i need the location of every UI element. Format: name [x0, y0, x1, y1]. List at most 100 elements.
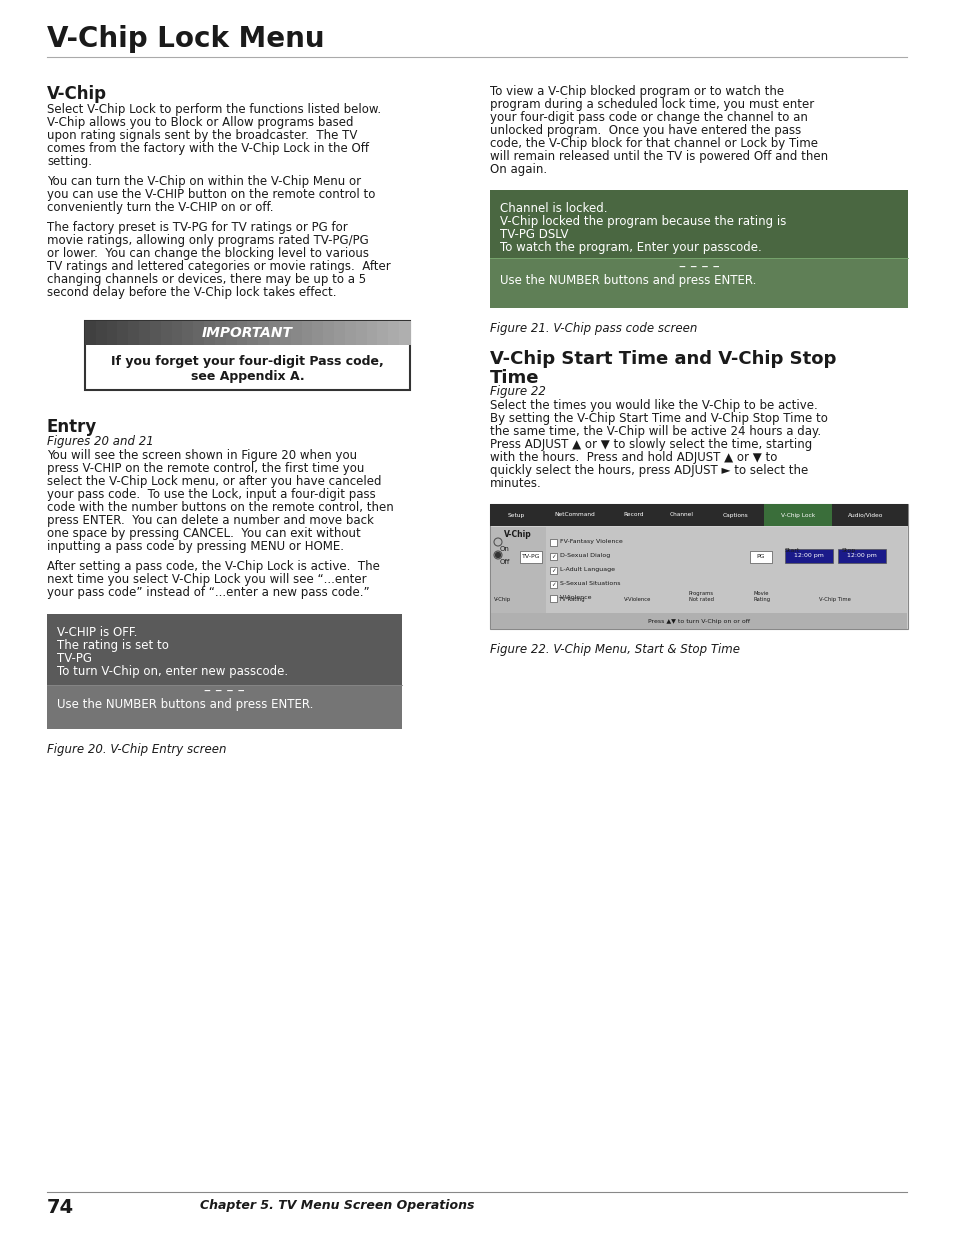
Bar: [172, 321, 183, 345]
Text: conveniently turn the V-CHIP on or off.: conveniently turn the V-CHIP on or off.: [47, 201, 274, 214]
Text: Chapter 5. TV Menu Screen Operations: Chapter 5. TV Menu Screen Operations: [200, 1199, 474, 1212]
Text: After setting a pass code, the V-Chip Lock is active.  The: After setting a pass code, the V-Chip Lo…: [47, 559, 379, 573]
Text: Captions: Captions: [721, 513, 747, 517]
Text: upon rating signals sent by the broadcaster.  The TV: upon rating signals sent by the broadcas…: [47, 128, 357, 142]
Text: V-Chip allows you to Block or Allow programs based: V-Chip allows you to Block or Allow prog…: [47, 116, 354, 128]
Text: V-Violence: V-Violence: [623, 597, 651, 601]
Bar: [490, 258, 907, 308]
Bar: [150, 321, 162, 345]
Circle shape: [495, 552, 500, 557]
Text: V-CHIP is OFF.: V-CHIP is OFF.: [57, 626, 137, 638]
Text: Audio/Video: Audio/Video: [847, 513, 882, 517]
Text: changing channels or devices, there may be up to a 5: changing channels or devices, there may …: [47, 273, 366, 287]
Bar: [494, 504, 538, 526]
Text: inputting a pass code by pressing MENU or HOME.: inputting a pass code by pressing MENU o…: [47, 540, 344, 553]
Bar: [85, 321, 410, 390]
Bar: [129, 321, 140, 345]
Text: your four-digit pass code or change the channel to an: your four-digit pass code or change the …: [490, 111, 807, 124]
Text: To view a V-Chip blocked program or to watch the: To view a V-Chip blocked program or to w…: [490, 85, 783, 98]
Bar: [47, 685, 401, 729]
Text: quickly select the hours, press ADJUST ► to select the: quickly select the hours, press ADJUST ►…: [490, 464, 807, 477]
Bar: [490, 504, 907, 629]
Text: minutes.: minutes.: [490, 477, 541, 490]
Bar: [139, 321, 151, 345]
Text: one space by pressing CANCEL.  You can exit without: one space by pressing CANCEL. You can ex…: [47, 527, 360, 540]
Text: – – – –: – – – –: [204, 684, 245, 698]
Bar: [95, 321, 108, 345]
Text: or lower.  You can change the blocking level to various: or lower. You can change the blocking le…: [47, 247, 369, 261]
Text: Setup: Setup: [507, 513, 524, 517]
Text: V-Violence: V-Violence: [559, 595, 592, 600]
Bar: [550, 595, 557, 601]
Point: [902, 251, 913, 266]
Text: You will see the screen shown in Figure 20 when you: You will see the screen shown in Figure …: [47, 450, 356, 462]
Text: Entry: Entry: [47, 417, 97, 436]
Text: Channel is locked.: Channel is locked.: [499, 203, 607, 215]
Bar: [47, 614, 401, 685]
Bar: [519, 551, 541, 563]
Text: next time you select V-Chip Lock you will see “...enter: next time you select V-Chip Lock you wil…: [47, 573, 366, 585]
Bar: [550, 567, 557, 574]
Bar: [291, 321, 302, 345]
Text: Stop: Stop: [841, 548, 856, 553]
Text: IMPORTANT: IMPORTANT: [202, 326, 293, 340]
Bar: [161, 321, 172, 345]
Text: see Appendix A.: see Appendix A.: [191, 370, 304, 383]
Bar: [313, 321, 324, 345]
Bar: [269, 321, 281, 345]
Text: second delay before the V-Chip lock takes effect.: second delay before the V-Chip lock take…: [47, 287, 336, 299]
Point: [484, 251, 496, 266]
Text: ✓: ✓: [551, 555, 556, 559]
Bar: [226, 321, 237, 345]
Bar: [550, 538, 557, 546]
Text: L-Adult Language: L-Adult Language: [559, 567, 615, 572]
Bar: [107, 321, 118, 345]
Text: Off: Off: [499, 559, 510, 564]
Text: select the V-Chip Lock menu, or after you have canceled: select the V-Chip Lock menu, or after yo…: [47, 475, 381, 488]
Bar: [490, 190, 907, 258]
Text: setting.: setting.: [47, 156, 91, 168]
Text: V-Chip: V-Chip: [503, 530, 532, 538]
Bar: [204, 321, 215, 345]
Text: You can turn the V-Chip on within the V-Chip Menu or: You can turn the V-Chip on within the V-…: [47, 175, 361, 188]
Text: On: On: [499, 546, 509, 552]
Text: On again.: On again.: [490, 163, 547, 177]
Bar: [610, 504, 656, 526]
Text: V-Chip Start Time and V-Chip Stop: V-Chip Start Time and V-Chip Stop: [490, 350, 836, 368]
Text: NetCommand: NetCommand: [554, 513, 595, 517]
Bar: [377, 321, 389, 345]
Bar: [247, 321, 259, 345]
Text: your pass code.  To use the Lock, input a four-digit pass: your pass code. To use the Lock, input a…: [47, 488, 375, 501]
Bar: [258, 321, 270, 345]
Bar: [334, 321, 346, 345]
Text: If you forget your four-digit Pass code,: If you forget your four-digit Pass code,: [111, 354, 383, 368]
Text: PG: PG: [756, 555, 764, 559]
Text: Figure 20. V-Chip Entry screen: Figure 20. V-Chip Entry screen: [47, 743, 226, 756]
Text: 12:00 pm: 12:00 pm: [793, 553, 823, 558]
Bar: [491, 613, 906, 629]
Bar: [85, 321, 97, 345]
Text: Select V-Chip Lock to perform the functions listed below.: Select V-Chip Lock to perform the functi…: [47, 103, 381, 116]
Bar: [550, 553, 557, 559]
Text: S-Sexual Situations: S-Sexual Situations: [559, 580, 619, 585]
Text: program during a scheduled lock time, you must enter: program during a scheduled lock time, yo…: [490, 98, 814, 111]
Bar: [550, 580, 557, 588]
Text: – – – –: – – – –: [678, 261, 719, 274]
Bar: [345, 321, 356, 345]
Text: Figures 20 and 21: Figures 20 and 21: [47, 435, 153, 448]
Text: Start: Start: [784, 548, 800, 553]
Bar: [366, 321, 378, 345]
Text: 74: 74: [47, 1198, 74, 1216]
Text: TV ratings and lettered categories or movie ratings.  After: TV ratings and lettered categories or mo…: [47, 261, 391, 273]
Point: [41, 678, 52, 693]
Text: By setting the V-Chip Start Time and V-Chip Stop Time to: By setting the V-Chip Start Time and V-C…: [490, 412, 827, 425]
Text: Programs
Not rated: Programs Not rated: [688, 592, 714, 601]
Text: V-Chip Lock: V-Chip Lock: [781, 513, 814, 517]
Text: Movie
Rating: Movie Rating: [753, 592, 770, 601]
Text: V-Chip: V-Chip: [494, 597, 511, 601]
Bar: [491, 527, 906, 629]
Text: V-Chip Time: V-Chip Time: [818, 597, 850, 601]
Text: Time: Time: [490, 369, 539, 387]
Text: unlocked program.  Once you have entered the pass: unlocked program. Once you have entered …: [490, 124, 801, 137]
Text: The rating is set to: The rating is set to: [57, 638, 169, 652]
